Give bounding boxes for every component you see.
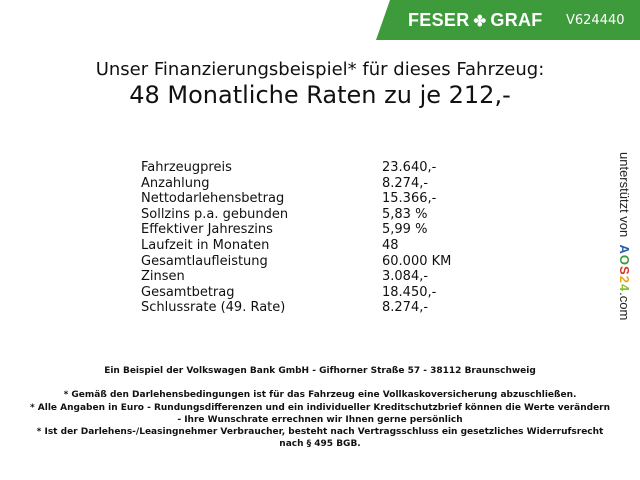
row-label: Zinsen bbox=[141, 269, 185, 285]
table-row: Gesamtbetrag 18.450,- bbox=[141, 285, 451, 301]
row-label: Sollzins p.a. gebunden bbox=[141, 206, 289, 222]
table-row: Anzahlung 8.274,- bbox=[141, 176, 451, 192]
row-label: Anzahlung bbox=[141, 175, 210, 191]
table-row: Sollzins p.a. gebunden 5,83 % bbox=[141, 207, 451, 223]
sponsor-suffix: .com bbox=[617, 292, 632, 321]
row-label: Nettodarlehensbetrag bbox=[141, 191, 285, 207]
row-value: 3.084,- bbox=[382, 269, 429, 285]
table-row: Schlussrate (49. Rate) 8.274,- bbox=[141, 300, 451, 316]
table-row: Nettodarlehensbetrag 15.366,- bbox=[141, 191, 451, 207]
row-value: 15.366,- bbox=[382, 191, 437, 207]
row-value: 60.000 KM bbox=[382, 253, 452, 269]
brand-left: FESER bbox=[408, 10, 470, 30]
row-value: 18.450,- bbox=[382, 284, 437, 300]
table-row: Laufzeit in Monaten 48 bbox=[141, 238, 451, 254]
row-value: 5,83 % bbox=[382, 206, 428, 222]
aos24-logo: AOS24 bbox=[617, 244, 632, 293]
brand-logo: FESER ✤ GRAF bbox=[408, 10, 543, 31]
footnote-3: - Ihre Wunschrate errechnen wir Ihnen ge… bbox=[177, 415, 463, 425]
row-label: Schlussrate (49. Rate) bbox=[141, 300, 286, 316]
bank-note: Ein Beispiel der Volkswagen Bank GmbH - … bbox=[104, 366, 536, 376]
table-row: Effektiver Jahreszins 5,99 % bbox=[141, 222, 451, 238]
footnote-1: * Gemäß den Darlehensbedingungen ist für… bbox=[63, 390, 577, 400]
row-label: Gesamtlaufleistung bbox=[141, 253, 268, 269]
table-row: Zinsen 3.084,- bbox=[141, 269, 451, 285]
row-value: 23.640,- bbox=[382, 160, 437, 175]
clover-icon: ✤ bbox=[473, 13, 487, 30]
row-value: 8.274,- bbox=[382, 175, 429, 191]
page-subtitle: Unser Finanzierungsbeispiel* für dieses … bbox=[95, 59, 545, 80]
vehicle-id: V624440 bbox=[566, 13, 625, 28]
table-row: Gesamtlaufleistung 60.000 KM bbox=[141, 254, 451, 270]
row-label: Effektiver Jahreszins bbox=[141, 222, 273, 238]
footnote-4: * Ist der Darlehens-/Leasingnehmer Verbr… bbox=[36, 427, 604, 437]
brand-banner bbox=[376, 0, 640, 40]
row-label: Laufzeit in Monaten bbox=[141, 237, 270, 253]
brand-right: GRAF bbox=[490, 10, 543, 30]
sponsor-prefix: unterstützt von bbox=[617, 152, 632, 238]
table-row: Fahrzeugpreis 23.640,- bbox=[141, 160, 451, 176]
row-value: 5,99 % bbox=[382, 222, 428, 238]
row-value: 48 bbox=[382, 237, 399, 253]
row-value: 8.274,- bbox=[382, 300, 429, 316]
row-label: Gesamtbetrag bbox=[141, 284, 235, 300]
row-label: Fahrzeugpreis bbox=[141, 160, 232, 175]
finance-table: Fahrzeugpreis 23.640,- Anzahlung 8.274,- Net… bbox=[141, 160, 451, 316]
sponsor-note: unterstützt von AOS24.com bbox=[612, 152, 636, 332]
footnote-2: * Alle Angaben in Euro - Rundungsdiffere… bbox=[29, 403, 611, 413]
footnote-5: nach § 495 BGB. bbox=[279, 439, 361, 449]
page-title: 48 Monatliche Raten zu je 212,- bbox=[129, 81, 511, 109]
